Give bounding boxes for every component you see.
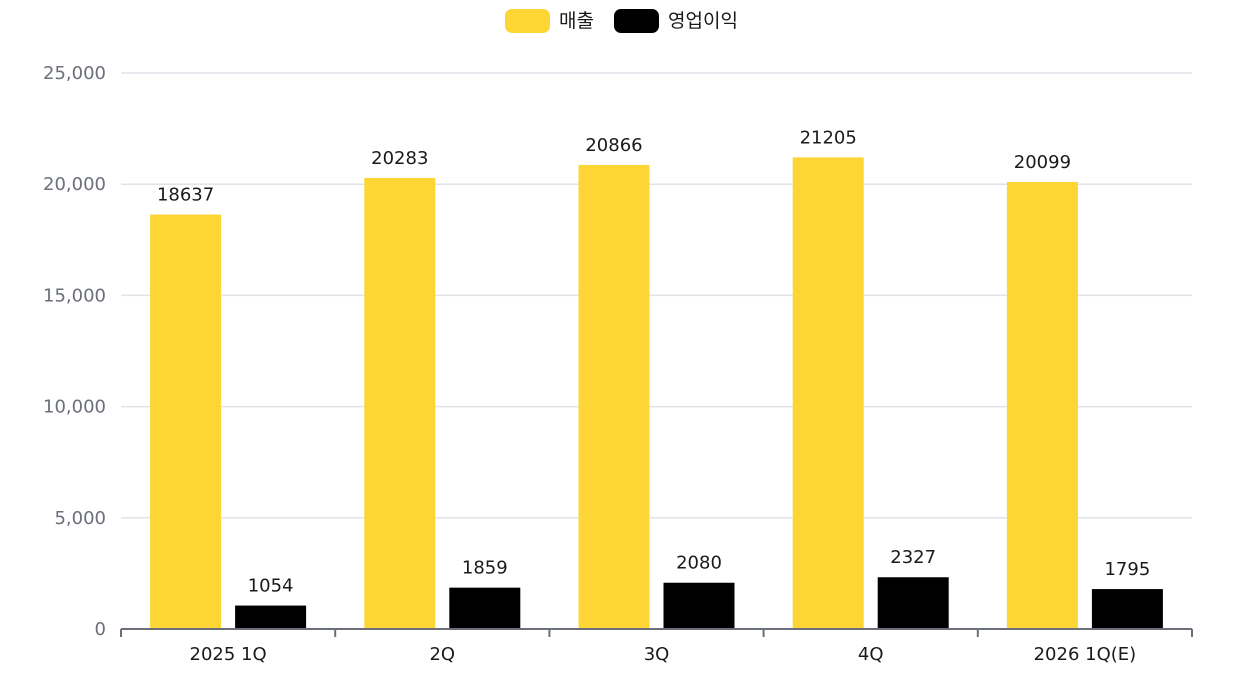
x-tick-label: 2025 1Q [190, 644, 267, 665]
bar-revenue[interactable] [364, 177, 436, 630]
legend-item-revenue[interactable]: 매출 [505, 9, 594, 33]
bar-operating-profit[interactable] [449, 587, 521, 629]
x-tick-label: 4Q [858, 644, 884, 665]
y-tick-label: 5,000 [54, 508, 106, 529]
legend-item-operating-profit[interactable]: 영업이익 [614, 9, 738, 33]
bar-revenue[interactable] [792, 157, 864, 629]
legend-swatch [505, 9, 550, 33]
data-label: 21205 [800, 127, 857, 148]
x-tick-label: 2Q [429, 644, 455, 665]
bars: 18637 1054 20283 1859 20866 2080 21205 2327 2009… [150, 127, 1163, 630]
y-tick-label: 20,000 [43, 174, 106, 195]
x-tick-label: 3Q [644, 644, 670, 665]
data-label: 2327 [890, 547, 936, 568]
data-label: 1859 [462, 558, 508, 579]
data-label: 20866 [585, 135, 642, 156]
data-label: 1795 [1104, 559, 1150, 580]
bar-revenue[interactable] [578, 164, 650, 629]
bar-operating-profit[interactable] [1091, 589, 1163, 629]
data-label: 2080 [676, 553, 722, 574]
y-tick-label: 25,000 [43, 63, 106, 84]
y-axis: 0 5,000 10,000 15,000 20,000 25,000 [43, 63, 106, 640]
legend-swatch [614, 9, 659, 33]
data-label: 20283 [371, 148, 428, 169]
data-label: 18637 [157, 185, 214, 206]
bar-revenue[interactable] [150, 214, 222, 629]
y-tick-label: 15,000 [43, 285, 106, 306]
legend-label: 매출 [559, 10, 594, 32]
legend: 매출 영업이익 [505, 9, 738, 33]
data-label: 1054 [248, 576, 294, 597]
bar-operating-profit[interactable] [663, 582, 735, 629]
legend-label: 영업이익 [668, 10, 738, 32]
bar-operating-profit[interactable] [235, 605, 307, 629]
y-tick-label: 0 [95, 619, 106, 640]
y-tick-label: 10,000 [43, 397, 106, 418]
x-tick-label: 2026 1Q(E) [1034, 644, 1137, 665]
bar-revenue[interactable] [1006, 181, 1078, 630]
data-label: 20099 [1014, 152, 1071, 173]
x-axis: 2025 1Q 2Q 3Q 4Q 2026 1Q(E) [120, 628, 1193, 665]
bar-operating-profit[interactable] [877, 577, 949, 629]
